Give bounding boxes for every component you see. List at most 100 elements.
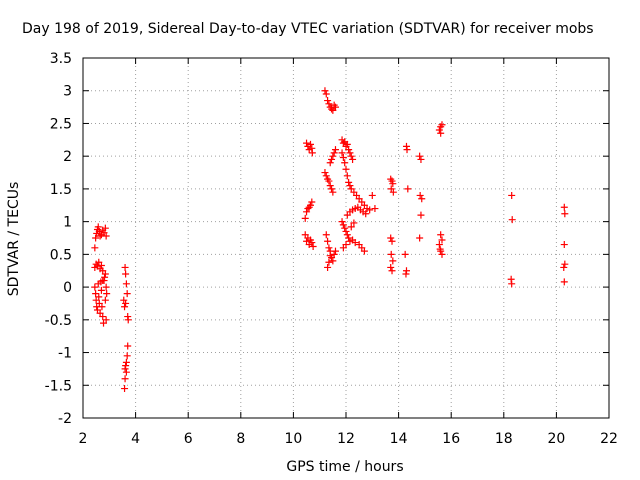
data-point (102, 316, 110, 324)
y-tick-label: 2.5 (50, 116, 72, 132)
data-point (321, 87, 329, 95)
ticks: 2 4 6 8 10 12 14 16 18 20 22 -2 -1.5 -1 -0.5 0 0.5 1 1.5 2 2… (45, 51, 618, 447)
data-point (345, 178, 353, 186)
data-point (345, 146, 353, 154)
data-point (308, 239, 316, 247)
data-point (123, 352, 131, 360)
x-tick-label: 22 (600, 431, 618, 447)
y-tick-label: 2 (63, 149, 72, 165)
data-point (351, 239, 359, 247)
data-point (561, 210, 569, 218)
data-point (346, 149, 354, 157)
data-point (508, 191, 516, 199)
data-point (360, 247, 368, 255)
data-point (329, 188, 337, 196)
data-point (122, 368, 130, 376)
data-point (97, 286, 105, 294)
data-point (560, 241, 568, 249)
x-tick-label: 2 (79, 431, 88, 447)
data-point (508, 280, 516, 288)
data-point (330, 149, 338, 157)
data-point (343, 140, 351, 148)
x-axis-label: GPS time / hours (286, 459, 403, 475)
data-point (346, 182, 354, 190)
grid (83, 58, 609, 418)
data-point (341, 159, 349, 167)
data-point (338, 149, 346, 157)
x-tick-label: 14 (390, 431, 408, 447)
y-tick-label: -1.5 (45, 378, 72, 394)
data-point (121, 365, 129, 373)
data-point (309, 243, 317, 251)
data-point (343, 231, 351, 239)
data-point (416, 152, 424, 160)
data-point (418, 195, 426, 203)
data-point (122, 358, 130, 366)
y-axis-label: SDTVAR / TECUs (6, 182, 22, 297)
data-point (326, 252, 334, 260)
data-point (324, 263, 332, 271)
data-point (435, 241, 443, 249)
data-point (95, 293, 103, 301)
y-tick-label: 1 (63, 215, 72, 231)
data-point (102, 283, 110, 291)
data-point (324, 237, 332, 245)
data-point (339, 153, 347, 161)
data-point (560, 278, 568, 286)
data-point (401, 250, 409, 258)
x-tick-label: 18 (495, 431, 513, 447)
data-point (306, 201, 314, 209)
data-point (350, 219, 358, 227)
data-point (362, 210, 370, 218)
data-point (416, 191, 424, 199)
data-point (328, 105, 336, 113)
data-point (341, 224, 349, 232)
data-point (435, 126, 443, 134)
data-point (331, 146, 339, 154)
data-points (91, 87, 569, 393)
data-point (331, 247, 339, 255)
data-point (124, 316, 132, 324)
data-point (97, 261, 105, 269)
x-tick-label: 6 (184, 431, 193, 447)
y-tick-label: 1.5 (50, 182, 72, 198)
data-point (345, 234, 353, 242)
data-point (102, 232, 110, 240)
data-point (326, 159, 334, 167)
data-point (389, 188, 397, 196)
data-point (308, 198, 316, 206)
data-point (437, 129, 445, 137)
data-point (417, 211, 425, 219)
y-tick-label: 0.5 (50, 247, 72, 263)
data-point (303, 139, 311, 147)
data-point (99, 313, 107, 321)
y-tick-label: -1 (58, 346, 72, 362)
data-point (338, 218, 346, 226)
data-point (561, 260, 569, 268)
x-tick-label: 10 (284, 431, 302, 447)
data-point (388, 267, 396, 275)
data-point (387, 250, 395, 258)
x-tick-label: 20 (547, 431, 565, 447)
data-point (121, 303, 129, 311)
data-point (325, 244, 333, 252)
data-point (321, 169, 329, 177)
data-point (342, 241, 350, 249)
data-point (99, 277, 107, 285)
x-tick-label: 4 (131, 431, 140, 447)
data-point (92, 234, 100, 242)
data-point (91, 283, 99, 291)
data-point (330, 250, 338, 258)
data-point (339, 221, 347, 229)
data-point (121, 385, 129, 393)
data-point (371, 205, 379, 213)
data-point (343, 172, 351, 180)
data-point (347, 223, 355, 231)
data-point (123, 290, 131, 298)
y-tick-label: -0.5 (45, 313, 72, 329)
data-point (101, 270, 109, 278)
y-tick-label: 0 (63, 280, 72, 296)
data-point (349, 155, 357, 163)
data-point (329, 152, 337, 160)
